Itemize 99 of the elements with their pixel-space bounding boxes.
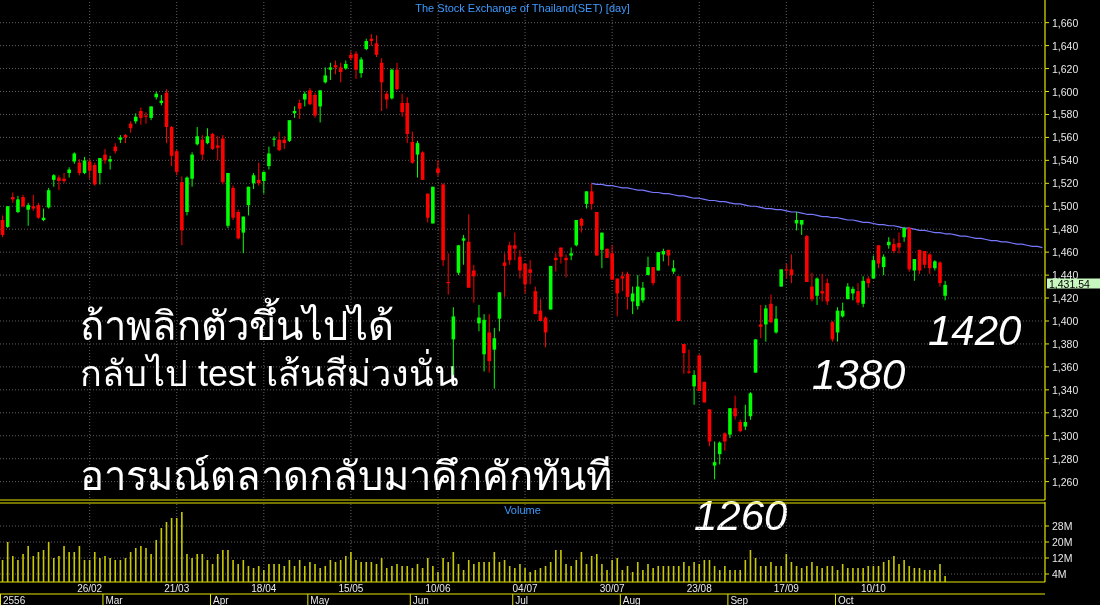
x-tick-label: 23/08 [686, 583, 713, 594]
y-tick-label: 1,580 [1052, 108, 1079, 121]
candlestick [774, 305, 778, 335]
candlestick [815, 276, 819, 306]
text: Jul [515, 594, 529, 605]
candlestick [856, 282, 860, 306]
y-tick-label: 28M [1052, 520, 1073, 532]
candlestick [87, 158, 92, 180]
candlestick [446, 252, 451, 296]
y-tick-label: 1,280 [1052, 452, 1079, 465]
y-tick-label: 1,420 [1052, 292, 1079, 305]
y-tick-label: 1,480 [1052, 223, 1079, 236]
candlestick [359, 56, 363, 79]
y-tick-label: 1,600 [1052, 85, 1079, 98]
candlestick [277, 131, 281, 152]
annotation: 1380 [812, 351, 907, 398]
candlestick [98, 157, 102, 185]
candlestick [692, 369, 696, 406]
chart-title: The Stock Exchange of Thailand(SET) [day] [415, 2, 630, 14]
y-tick-label: 1,620 [1052, 62, 1079, 75]
y-tick-label: 1,540 [1052, 154, 1079, 167]
text: 2556 [3, 594, 26, 605]
candlestick [92, 162, 97, 187]
candlestick [272, 135, 276, 148]
x-tick-label: 04/07 [512, 583, 539, 594]
text: Oct [837, 594, 854, 605]
y-tick-label: 1,400 [1052, 315, 1079, 327]
candlestick [651, 266, 655, 286]
candlestick [513, 232, 517, 261]
y-tick-label: 1,640 [1052, 39, 1079, 52]
candlestick [436, 159, 440, 177]
candlestick [743, 404, 748, 431]
x-tick-label: 15/05 [338, 583, 364, 594]
y-tick-label: 1,380 [1052, 337, 1079, 350]
candlestick [764, 304, 768, 343]
candlestick [564, 253, 568, 278]
x-tick-label: 10/06 [425, 583, 451, 594]
x-tick-label: 30/07 [599, 583, 626, 594]
y-tick-label: 1,300 [1052, 429, 1079, 442]
candlestick [769, 294, 773, 324]
y-tick-label: 1,260 [1052, 475, 1079, 488]
candlestick [712, 440, 717, 480]
y-tick-label: 1,560 [1052, 131, 1079, 144]
candlestick [318, 89, 322, 123]
candlestick [338, 62, 343, 83]
y-tick-label: 4M [1052, 568, 1067, 580]
candlestick [861, 275, 865, 308]
text: Apr [213, 594, 230, 605]
chart-title: Volume [504, 504, 541, 516]
y-tick-label: 1,500 [1052, 200, 1079, 213]
candlestick [810, 272, 814, 302]
line-series [591, 182, 1044, 249]
text: Aug [622, 594, 641, 605]
candlestick [687, 349, 691, 375]
x-tick-label: 17/09 [773, 583, 800, 594]
candlestick [733, 395, 737, 421]
x-tick-label: 10/10 [860, 583, 887, 594]
x-tick-label: 21/03 [164, 583, 190, 594]
y-tick-label: 1,320 [1052, 406, 1079, 419]
y-tick-label: 12M [1052, 552, 1073, 564]
annotation: 1420 [928, 307, 1023, 354]
y-tick-label: 1,460 [1052, 246, 1079, 259]
y-tick-label: 20M [1052, 536, 1073, 548]
candlestick [554, 252, 558, 273]
candlestick [717, 440, 722, 465]
x-tick-label: 26/02 [77, 583, 103, 594]
y-tick-label: 1,520 [1052, 177, 1079, 190]
candlestick [723, 431, 727, 452]
candlestick [927, 252, 932, 275]
x-tick-label: 18/04 [251, 583, 277, 594]
candlestick [395, 62, 399, 91]
candlestick [938, 260, 942, 288]
y-tick-label: 1,360 [1052, 360, 1079, 373]
candlestick [600, 232, 604, 269]
text: Jun [412, 594, 429, 605]
candlestick [103, 148, 107, 165]
y-tick-label: 1,340 [1052, 383, 1079, 396]
candlestick [174, 149, 179, 176]
candlestick [620, 271, 625, 292]
candlestick [502, 252, 507, 298]
y-tick-label: 1,660 [1052, 16, 1079, 29]
candlestick [682, 343, 686, 375]
candlestick [943, 280, 947, 301]
annotation: ถ้าพลิกตัวขึ้นไปได้ [80, 297, 394, 348]
candlestick [11, 191, 15, 204]
annotation: อารมณ์ตลาดกลับมาคึกคักทันที [80, 454, 612, 498]
candlestick [195, 126, 200, 146]
candlestick [656, 251, 661, 272]
annotation: 1260 [694, 492, 789, 539]
candlestick [267, 146, 271, 171]
annotation: กลับไป test เส้นสีม่วงนั่น [80, 349, 460, 394]
text: Sep [730, 594, 749, 605]
candlestick [758, 304, 763, 339]
text: 1,431.54 [1049, 278, 1091, 290]
candlestick [108, 155, 112, 171]
candlestick [461, 234, 466, 266]
text: May [310, 594, 330, 605]
text: Mar [105, 594, 124, 605]
candlestick [26, 202, 30, 227]
